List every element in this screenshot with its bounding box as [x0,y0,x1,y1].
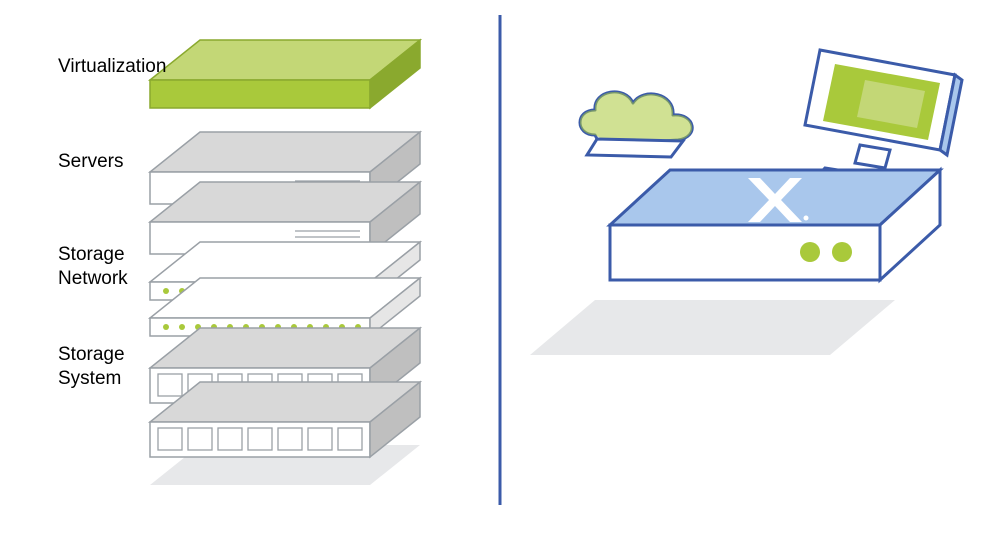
label-storage-system: Storage System [58,343,125,391]
label-storage-network: Storage Network [58,243,128,291]
slab-virtualization [150,40,420,108]
cloud-icon [580,92,692,157]
appliance-shadow-icon [530,300,895,355]
right-side [530,50,962,355]
label-virtualization: Virtualization [58,55,166,79]
slab-storage-2 [150,382,420,457]
label-servers: Servers [58,150,123,174]
left-stack [150,40,420,485]
appliance-icon [610,170,940,280]
diagram-svg [0,0,1001,539]
diagram-stage: Virtualization Servers Storage Network S… [0,0,1001,539]
